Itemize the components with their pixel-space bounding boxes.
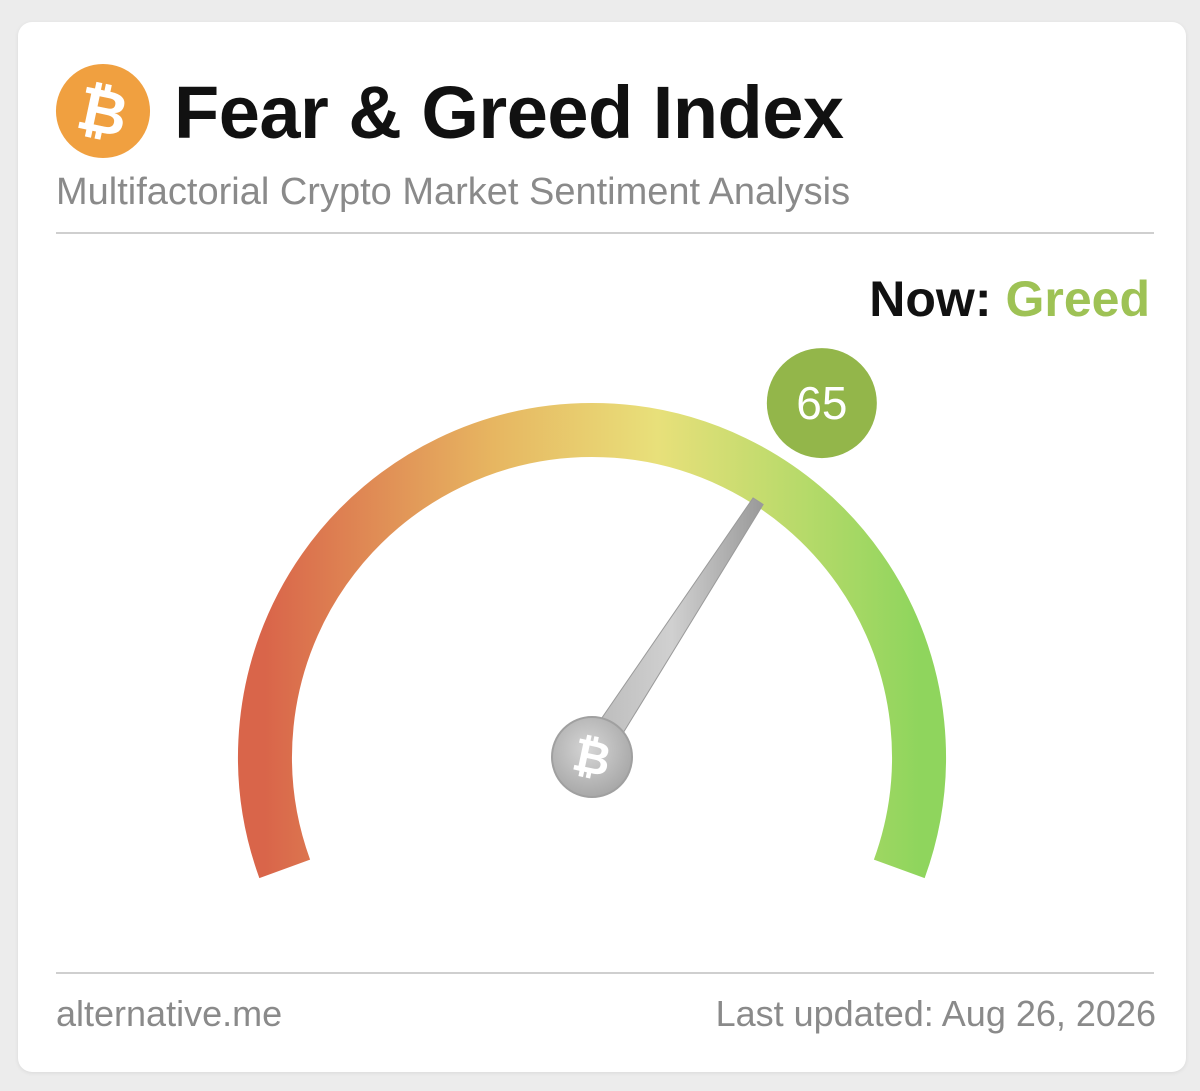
- bitcoin-logo-icon: ₿: [55, 63, 151, 159]
- bottom-divider: [56, 972, 1154, 974]
- page-title: Fear & Greed Index: [174, 71, 844, 154]
- source-link[interactable]: alternative.me: [56, 993, 283, 1034]
- page-subtitle: Multifactorial Crypto Market Sentiment A…: [56, 171, 851, 213]
- gauge-arc: [238, 403, 946, 879]
- last-updated-date: Aug 26, 2026: [941, 993, 1156, 1034]
- fear-greed-card: ₿ Fear & Greed Index Multifactorial Cryp…: [18, 22, 1186, 1072]
- sentiment-gauge: ₿ 65: [238, 348, 946, 879]
- top-divider: [56, 232, 1154, 234]
- now-value: Greed: [1005, 271, 1150, 327]
- gauge-hub-bitcoin-icon: ₿: [551, 716, 633, 798]
- now-label: Now:: [869, 271, 992, 327]
- last-updated: Last updated: Aug 26, 2026: [716, 992, 1156, 1036]
- current-sentiment: Now: Greed: [869, 270, 1150, 328]
- gauge-value-text: 65: [796, 377, 847, 429]
- last-updated-label: Last updated:: [715, 993, 934, 1034]
- gauge-value-badge: 65: [766, 348, 877, 459]
